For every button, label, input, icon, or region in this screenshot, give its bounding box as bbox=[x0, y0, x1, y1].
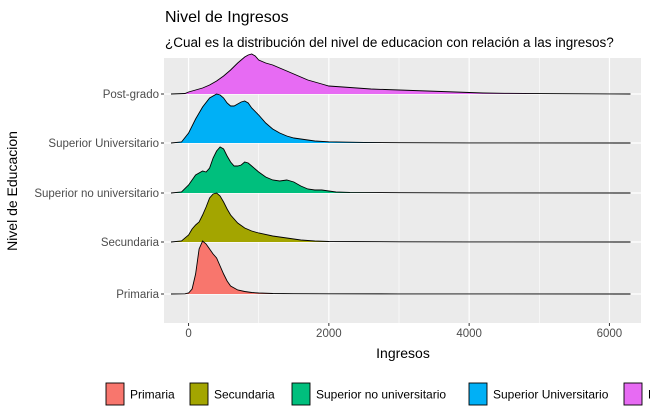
chart-subtitle: ¿Cual es la distribución del nivel de ed… bbox=[165, 35, 614, 50]
legend-label: Post-grado bbox=[648, 388, 650, 402]
y-tick-label: Superior no universitario bbox=[34, 188, 159, 200]
legend-swatch bbox=[189, 382, 209, 406]
x-tick-label: 4000 bbox=[456, 328, 482, 340]
legend: Primaria Secundaria Superior no universita… bbox=[105, 382, 650, 406]
legend-swatch bbox=[623, 382, 643, 406]
ridge-outline-4 bbox=[170, 53, 631, 95]
legend-label: Secundaria bbox=[214, 388, 275, 402]
x-tick-label: 6000 bbox=[597, 328, 623, 340]
x-tick-labels: 0 2000 4000 6000 bbox=[185, 323, 622, 340]
ridge-outline-0 bbox=[170, 240, 631, 295]
legend-swatch bbox=[105, 382, 125, 406]
x-tick-label: 0 bbox=[185, 328, 191, 340]
ridge-outline-1 bbox=[170, 192, 631, 243]
legend-label: Superior Universitario bbox=[493, 388, 609, 402]
y-tick-labels: Primaria Secundaria Superior no universita… bbox=[34, 89, 164, 301]
ridge-outline-3 bbox=[170, 93, 631, 144]
y-tick-label: Primaria bbox=[116, 289, 159, 301]
y-tick-label: Superior Universitario bbox=[48, 138, 159, 150]
ridge-fill-0 bbox=[171, 241, 631, 294]
ridge-series bbox=[170, 53, 631, 295]
y-tick-label: Post-grado bbox=[103, 89, 159, 101]
y-axis-title: Nivel de Educacion bbox=[4, 131, 20, 251]
legend-swatch bbox=[468, 382, 488, 406]
legend-swatch bbox=[291, 382, 311, 406]
ridge-fill-4 bbox=[171, 54, 631, 94]
y-tick-label: Secundaria bbox=[101, 237, 160, 249]
legend-label: Superior no universitario bbox=[316, 388, 446, 402]
chart-title: Nivel de Ingresos bbox=[165, 9, 289, 26]
ridge-outline-2 bbox=[170, 146, 631, 194]
ridge-fill-3 bbox=[171, 94, 631, 143]
x-axis-title: Ingresos bbox=[376, 345, 430, 361]
legend-label: Primaria bbox=[130, 388, 175, 402]
ridge-fill-2 bbox=[171, 147, 631, 193]
ridge-fill-1 bbox=[171, 193, 631, 242]
x-tick-label: 2000 bbox=[316, 328, 342, 340]
